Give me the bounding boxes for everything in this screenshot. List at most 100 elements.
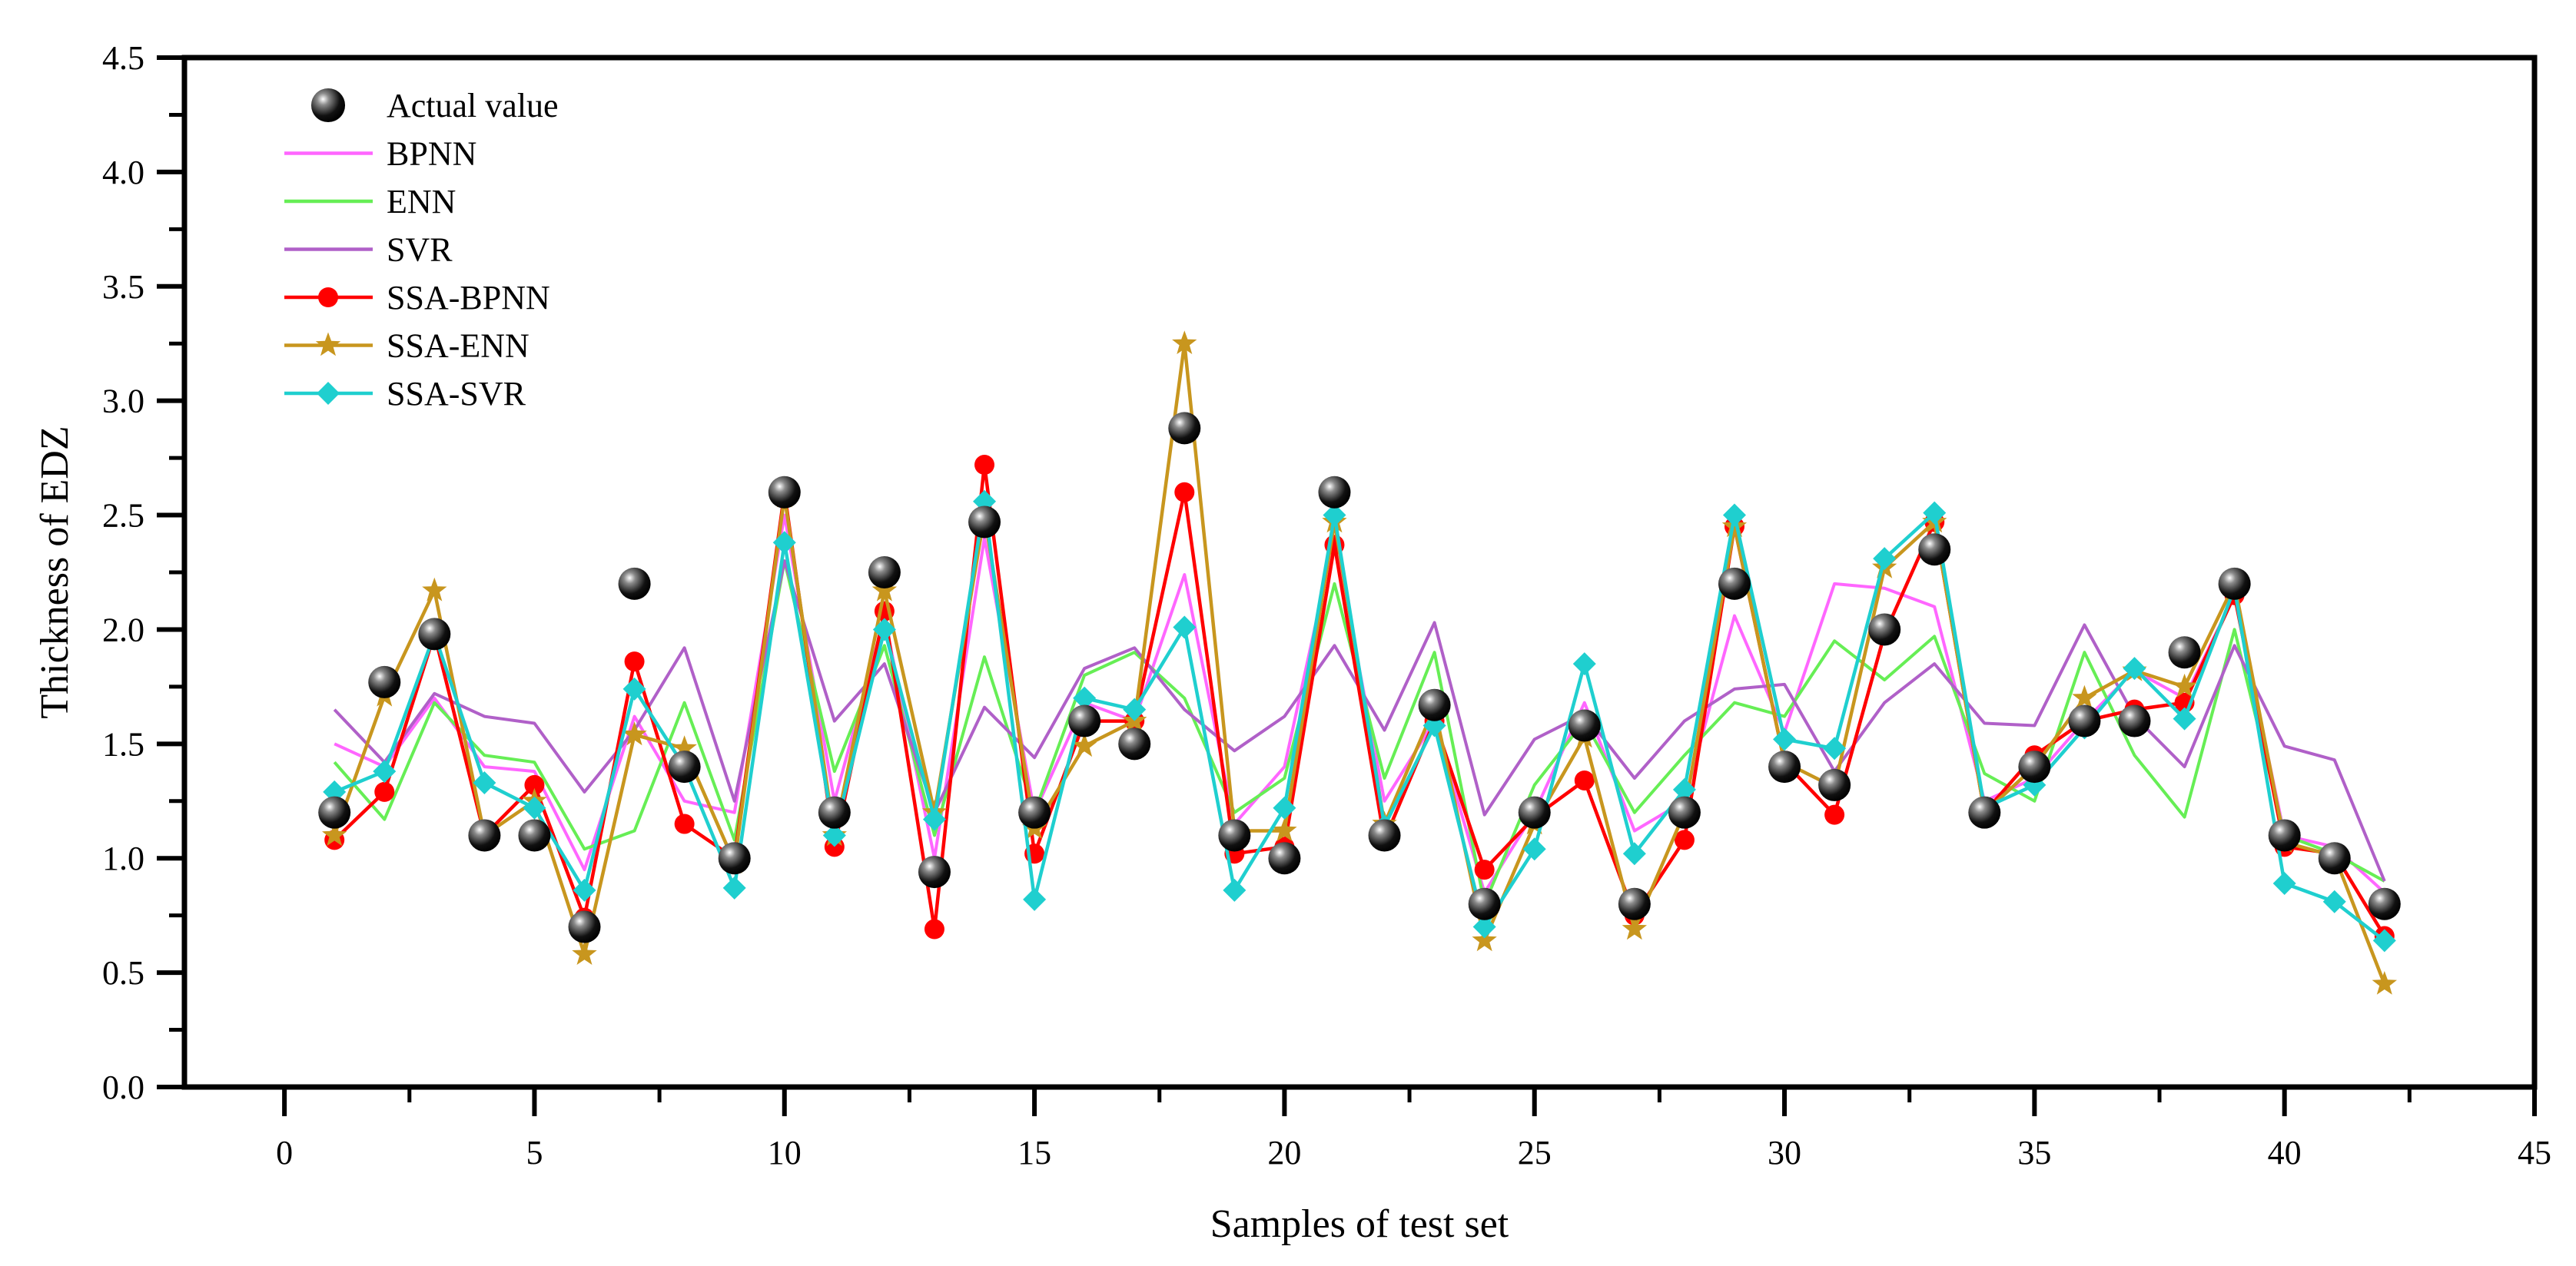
data-point-actual-value bbox=[1168, 412, 1201, 445]
data-point-ssa-enn bbox=[1272, 817, 1297, 842]
data-point-actual-value bbox=[1768, 751, 1801, 784]
data-point-ssa-svr bbox=[1073, 686, 1097, 710]
data-point-actual-value bbox=[1018, 796, 1051, 829]
data-point-actual-value bbox=[318, 796, 351, 829]
data-point-ssa-enn bbox=[871, 577, 898, 602]
data-point-actual-value bbox=[1068, 704, 1101, 737]
x-tick-label: 15 bbox=[1017, 1134, 1051, 1172]
data-point-actual-value bbox=[2068, 704, 2101, 737]
x-tick-label: 40 bbox=[2268, 1134, 2302, 1172]
data-point-ssa-svr bbox=[2173, 707, 2196, 731]
data-point-ssa-svr bbox=[1672, 777, 1696, 801]
data-point-actual-value bbox=[468, 819, 501, 852]
x-axis-ticks: 0 5 10 15 20 25 30 35 40 45 bbox=[276, 1087, 2551, 1172]
data-point-ssa-enn bbox=[2072, 684, 2097, 709]
legend-marker-ssa-svr bbox=[317, 382, 340, 405]
data-point-actual-value bbox=[2268, 819, 2301, 852]
data-point-ssa-bpnn bbox=[1824, 804, 1845, 825]
data-point-actual-value bbox=[1368, 819, 1401, 852]
data-point-ssa-bpnn bbox=[924, 919, 944, 940]
data-point-ssa-bpnn bbox=[674, 814, 695, 834]
marker-layer bbox=[318, 412, 2401, 943]
data-point-ssa-bpnn bbox=[974, 455, 995, 476]
data-point-ssa-svr bbox=[523, 796, 546, 820]
data-point-ssa-svr bbox=[1622, 842, 1646, 866]
legend-label-actual-value: Actual value bbox=[387, 87, 559, 124]
data-point-actual-value bbox=[1868, 613, 1901, 646]
data-point-actual-value bbox=[518, 819, 551, 852]
data-point-ssa-enn bbox=[1472, 927, 1497, 952]
y-tick-label: 4.5 bbox=[102, 39, 144, 77]
plot-frame bbox=[181, 55, 2538, 1090]
x-tick-label: 35 bbox=[2017, 1134, 2051, 1172]
data-point-ssa-bpnn bbox=[1474, 860, 1495, 880]
y-tick-label: 2.5 bbox=[102, 497, 144, 535]
x-tick-label: 30 bbox=[1768, 1134, 1801, 1172]
legend-marker-actual-value bbox=[310, 88, 346, 123]
data-point-ssa-svr bbox=[1823, 737, 1847, 761]
y-tick-label: 2.0 bbox=[102, 611, 144, 648]
data-point-ssa-enn bbox=[622, 721, 647, 746]
data-point-ssa-svr bbox=[473, 771, 496, 794]
data-point-actual-value bbox=[2168, 636, 2201, 669]
legend-label-ssa-enn: SSA-ENN bbox=[387, 327, 529, 365]
data-point-ssa-enn bbox=[672, 735, 697, 759]
data-point-actual-value bbox=[418, 618, 451, 651]
data-point-actual-value bbox=[1918, 533, 1951, 566]
data-point-ssa-enn bbox=[1622, 916, 1647, 940]
data-point-ssa-enn bbox=[1172, 330, 1197, 354]
data-point-ssa-svr bbox=[373, 760, 397, 784]
data-point-ssa-bpnn bbox=[1674, 830, 1695, 850]
data-point-ssa-svr bbox=[1773, 727, 1797, 751]
data-point-ssa-svr bbox=[722, 876, 746, 900]
legend-label-enn: ENN bbox=[387, 183, 456, 220]
data-point-ssa-svr bbox=[1923, 501, 1947, 525]
y-tick-label: 0.0 bbox=[102, 1069, 144, 1106]
data-point-ssa-svr bbox=[1323, 503, 1346, 527]
data-point-actual-value bbox=[2118, 704, 2151, 737]
data-point-ssa-svr bbox=[1522, 837, 1546, 861]
y-tick-label: 3.0 bbox=[102, 383, 144, 420]
legend-marker-ssa-bpnn bbox=[318, 287, 338, 307]
data-point-ssa-svr bbox=[1223, 878, 1247, 902]
data-point-actual-value bbox=[1268, 842, 1301, 875]
y-axis-title: Thickness of EDZ bbox=[33, 426, 77, 718]
x-tick-label: 25 bbox=[1518, 1134, 1552, 1172]
data-point-ssa-enn bbox=[2372, 971, 2397, 995]
data-point-ssa-svr bbox=[2123, 657, 2146, 681]
data-point-ssa-svr bbox=[2322, 890, 2346, 913]
legend-marker-ssa-enn bbox=[315, 332, 341, 356]
data-point-actual-value bbox=[1468, 887, 1501, 920]
legend-label-svr: SVR bbox=[387, 231, 453, 269]
data-point-ssa-bpnn bbox=[524, 774, 545, 795]
data-point-ssa-bpnn bbox=[1174, 482, 1195, 502]
data-point-actual-value bbox=[1668, 796, 1701, 829]
data-point-ssa-svr bbox=[1273, 796, 1296, 820]
data-point-actual-value bbox=[1718, 567, 1751, 600]
y-tick-label: 1.0 bbox=[102, 840, 144, 877]
x-tick-label: 20 bbox=[1267, 1134, 1301, 1172]
x-tick-label: 0 bbox=[276, 1134, 293, 1172]
data-point-actual-value bbox=[818, 796, 851, 829]
data-point-actual-value bbox=[568, 910, 601, 943]
data-point-actual-value bbox=[1968, 796, 2001, 829]
data-point-ssa-svr bbox=[822, 824, 846, 847]
data-point-actual-value bbox=[618, 567, 651, 600]
data-point-actual-value bbox=[1118, 727, 1151, 761]
data-point-actual-value bbox=[2318, 842, 2351, 875]
y-tick-label: 3.5 bbox=[102, 268, 144, 306]
data-point-ssa-bpnn bbox=[624, 651, 645, 672]
data-point-ssa-svr bbox=[1722, 503, 1746, 527]
x-tick-label: 45 bbox=[2518, 1134, 2551, 1172]
data-point-ssa-svr bbox=[573, 878, 596, 902]
data-point-ssa-bpnn bbox=[374, 781, 395, 802]
data-point-ssa-svr bbox=[872, 618, 896, 641]
data-point-actual-value bbox=[668, 751, 701, 784]
legend-label-ssa-bpnn: SSA-BPNN bbox=[387, 279, 550, 316]
data-point-ssa-svr bbox=[1572, 652, 1596, 676]
data-point-ssa-enn bbox=[322, 822, 347, 847]
data-point-actual-value bbox=[1618, 887, 1651, 920]
legend-label-ssa-svr: SSA-SVR bbox=[387, 375, 526, 413]
data-point-ssa-svr bbox=[1873, 547, 1897, 571]
legend-label-bpnn: BPNN bbox=[387, 135, 476, 173]
